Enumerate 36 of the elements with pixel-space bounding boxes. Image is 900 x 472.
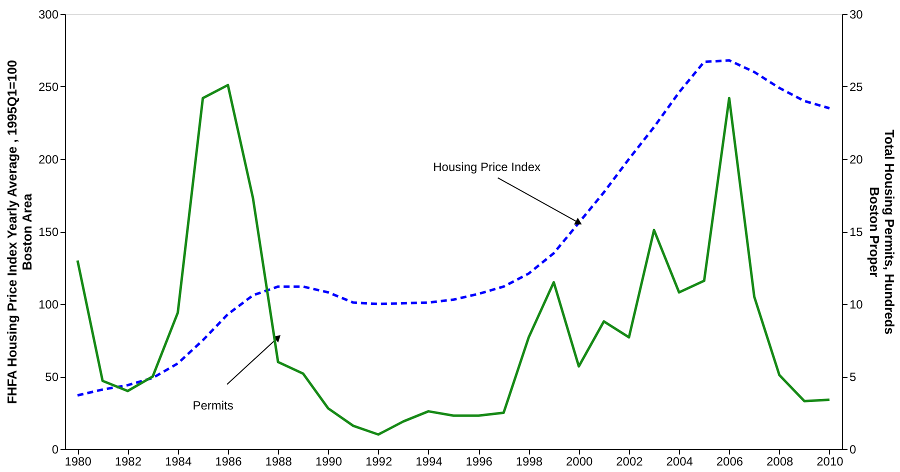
x-tick-label: 1998 xyxy=(516,454,543,468)
x-tick-label: 1996 xyxy=(466,454,493,468)
x-tick-label: 2008 xyxy=(766,454,794,468)
x-tick-label: 1988 xyxy=(265,454,292,468)
y-tick-label: 100 xyxy=(38,298,59,312)
x-tick-label: 2006 xyxy=(716,454,744,468)
x-tick-label: 1982 xyxy=(114,454,142,468)
x-tick-label: 2000 xyxy=(566,454,593,468)
x-tick-label: 1980 xyxy=(64,454,92,468)
annotation: Housing Price Index xyxy=(433,160,541,174)
y2-tick-label: 20 xyxy=(850,152,864,166)
y-tick-label: 50 xyxy=(45,370,59,384)
y2-tick-label: 5 xyxy=(850,370,856,384)
y2-tick-label: 0 xyxy=(850,442,856,456)
x-tick-label: 1990 xyxy=(315,454,342,468)
annotation: Permits xyxy=(192,398,234,412)
y2-tick-label: 10 xyxy=(850,298,864,312)
y2-tick-label: 30 xyxy=(850,8,864,22)
y-tick-label: 0 xyxy=(52,442,59,456)
y-tick-label: 250 xyxy=(38,80,59,94)
line-series xyxy=(76,84,831,436)
x-tick-label: 1986 xyxy=(215,454,242,468)
y2-tick-label: 25 xyxy=(850,80,864,94)
y2-axis-title: Total Housing Permits, Hundreds Boston Proper xyxy=(866,130,897,334)
line-series xyxy=(76,59,831,397)
y-axis-title: FHFA Housing Price Index Yearly Average , 1995Q1=100 Boston Area xyxy=(4,60,34,404)
x-tick-label: 1992 xyxy=(365,454,392,468)
y2-tick-label: 15 xyxy=(850,225,864,239)
y-tick-label: 150 xyxy=(38,225,59,239)
x-tick-label: 2002 xyxy=(616,454,644,468)
x-tick-label: 2004 xyxy=(666,454,694,468)
x-tick-label: 1994 xyxy=(416,454,443,468)
x-tick-label: 1984 xyxy=(164,454,192,468)
y-tick-label: 300 xyxy=(38,8,59,22)
y-tick-label: 200 xyxy=(38,152,59,166)
x-tick-label: 2010 xyxy=(816,454,844,468)
